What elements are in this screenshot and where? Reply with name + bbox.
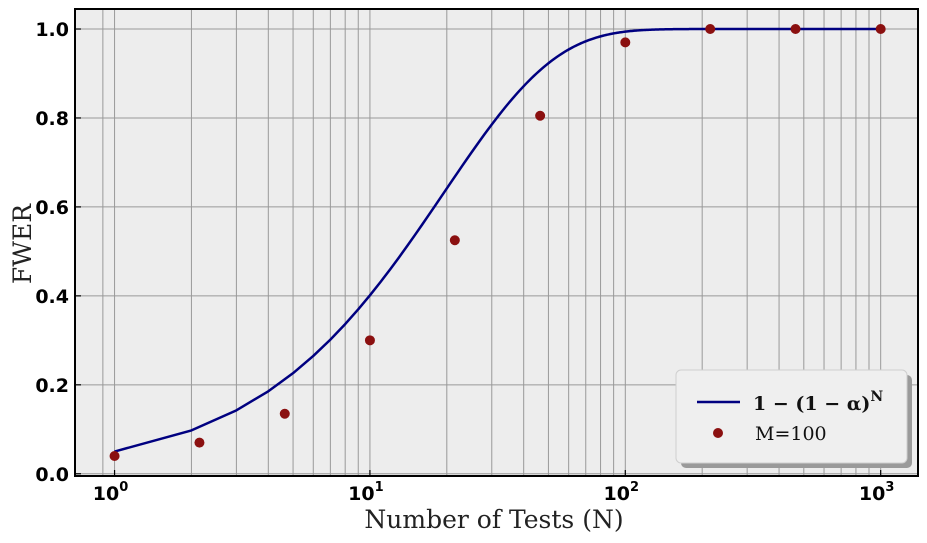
x-tick-label-exponent: 2	[630, 480, 639, 495]
x-tick-label: 101	[348, 480, 384, 505]
x-tick-label-base: 10	[348, 483, 374, 505]
scatter-point	[705, 24, 716, 35]
x-tick-label: 100	[93, 480, 129, 505]
x-tick-label-base: 10	[604, 483, 630, 505]
scatter-point	[279, 408, 290, 419]
x-tick-label-exponent: 3	[885, 480, 894, 495]
scatter-point	[194, 437, 205, 448]
scatter-point	[875, 24, 886, 35]
x-tick-label: 103	[859, 480, 895, 505]
x-axis-label: Number of Tests (N)	[364, 505, 623, 534]
x-tick-label: 102	[604, 480, 640, 505]
x-tick-label-base: 10	[93, 483, 119, 505]
x-tick-label-exponent: 0	[119, 480, 128, 495]
scatter-point	[620, 37, 631, 48]
scatter-point	[109, 450, 120, 461]
series-line-group	[114, 27, 882, 453]
scatter-point	[449, 235, 460, 246]
legend-box	[675, 369, 908, 464]
scatter-point	[790, 24, 801, 35]
scatter-point	[535, 110, 546, 121]
scatter-point	[364, 335, 375, 346]
y-axis-label: FWER	[8, 203, 37, 284]
y-tick-label: 0.2	[35, 375, 69, 397]
legend-marker-swatch	[713, 428, 723, 438]
y-tick-label: 0.8	[35, 108, 69, 130]
x-tick-label-base: 10	[859, 483, 885, 505]
legend: 1 − (1 − α)N M=100	[675, 369, 912, 468]
x-tick-label-exponent: 1	[375, 480, 384, 495]
legend-line-label-exponent: N	[870, 389, 883, 405]
fwer-curve	[114, 27, 882, 453]
y-tick-label: 0.0	[35, 464, 69, 486]
plot-frame	[74, 8, 919, 477]
legend-scatter-label: M=100	[755, 423, 827, 445]
series-points-group	[109, 24, 886, 461]
y-tick-label: 1.0	[35, 19, 69, 41]
y-tick-label: 0.6	[35, 197, 69, 219]
y-tick-label: 0.4	[35, 286, 69, 308]
legend-line-label: 1 − (1 − α)N	[753, 389, 883, 415]
